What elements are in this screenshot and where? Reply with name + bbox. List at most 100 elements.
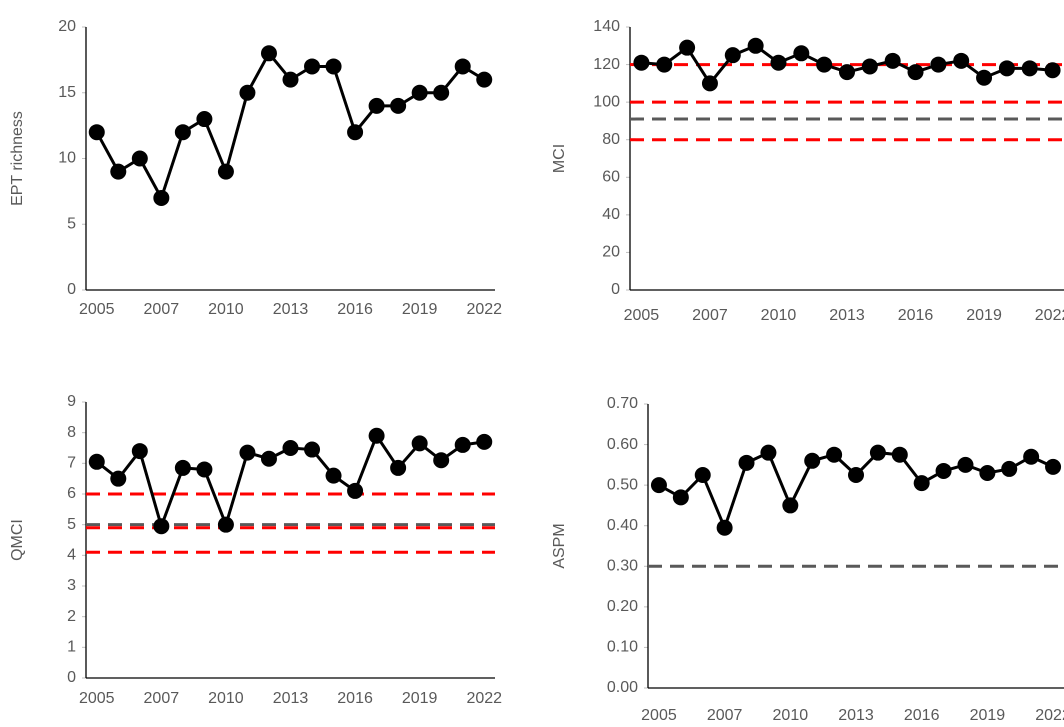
data-point xyxy=(476,433,493,450)
x-tick-label: 2005 xyxy=(79,690,115,707)
data-point xyxy=(174,124,191,141)
y-tick-label: 40 xyxy=(602,206,620,223)
x-tick-label: 2005 xyxy=(79,301,115,318)
data-point xyxy=(1045,458,1062,475)
data-point xyxy=(1023,448,1040,465)
data-point xyxy=(848,467,864,483)
x-tick-label: 2016 xyxy=(904,707,940,724)
x-tick-label: 2013 xyxy=(838,707,874,724)
x-tick-label: 2022 xyxy=(1035,707,1064,724)
x-tick-label: 2010 xyxy=(208,301,244,318)
y-tick-label: 0.20 xyxy=(607,598,638,615)
y-tick-label: 0.70 xyxy=(607,395,638,412)
data-point xyxy=(770,54,787,71)
y-tick-label: 5 xyxy=(67,215,76,232)
data-point xyxy=(110,163,127,180)
y-tick-label: 0.50 xyxy=(607,476,638,493)
y-tick-label: 0 xyxy=(67,669,76,686)
x-tick-label: 2010 xyxy=(761,307,797,324)
data-point xyxy=(1044,62,1061,79)
data-point xyxy=(747,37,764,54)
data-point xyxy=(476,71,493,88)
data-point xyxy=(976,69,993,86)
x-tick-label: 2010 xyxy=(208,690,244,707)
data-point xyxy=(217,163,234,180)
y-tick-label: 0.40 xyxy=(607,517,638,534)
y-axis-label: QMCI xyxy=(9,519,26,561)
x-tick-label: 2019 xyxy=(402,690,438,707)
y-tick-label: 10 xyxy=(58,150,76,167)
x-tick-label: 2010 xyxy=(773,707,809,724)
y-tick-label: 8 xyxy=(67,424,76,441)
data-point xyxy=(174,459,191,476)
data-point xyxy=(816,56,833,73)
y-axis-label: EPT richness xyxy=(9,111,26,206)
x-tick-label: 2007 xyxy=(144,301,180,318)
y-tick-label: 6 xyxy=(67,485,76,502)
series-line xyxy=(658,450,1054,533)
x-tick-label: 2013 xyxy=(273,690,309,707)
data-point xyxy=(957,456,974,473)
y-tick-label: 60 xyxy=(602,169,620,186)
data-point xyxy=(884,52,901,69)
y-tick-label: 15 xyxy=(58,84,76,101)
y-tick-label: 5 xyxy=(67,516,76,533)
data-point xyxy=(760,444,777,461)
x-tick-label: 2005 xyxy=(641,707,677,724)
x-tick-label: 2005 xyxy=(624,307,660,324)
x-tick-label: 2016 xyxy=(898,307,934,324)
data-point xyxy=(913,475,930,492)
data-point xyxy=(260,450,277,467)
data-point xyxy=(701,75,718,92)
data-point xyxy=(411,84,428,101)
y-tick-label: 100 xyxy=(593,93,620,110)
data-point xyxy=(260,45,277,62)
data-point xyxy=(368,427,385,444)
y-tick-label: 1 xyxy=(67,639,76,656)
data-point xyxy=(869,444,886,461)
y-tick-label: 9 xyxy=(67,393,76,410)
x-tick-label: 2007 xyxy=(692,307,728,324)
data-point xyxy=(935,462,952,479)
y-tick-label: 4 xyxy=(67,547,76,564)
data-point xyxy=(998,60,1015,77)
data-point xyxy=(672,489,689,506)
data-point xyxy=(907,64,924,81)
data-point xyxy=(347,124,364,141)
data-point xyxy=(390,459,407,476)
y-tick-label: 120 xyxy=(593,56,620,73)
data-point xyxy=(88,453,105,470)
y-tick-label: 2 xyxy=(67,608,76,625)
data-point xyxy=(953,52,970,69)
data-point xyxy=(325,58,342,75)
data-point xyxy=(325,467,342,484)
data-point xyxy=(282,440,299,456)
y-tick-label: 20 xyxy=(58,18,76,35)
y-tick-label: 0.30 xyxy=(607,558,638,575)
y-tick-label: 0.10 xyxy=(607,639,638,656)
data-point xyxy=(694,467,711,483)
data-point xyxy=(304,58,321,75)
x-tick-label: 2007 xyxy=(144,690,180,707)
data-point xyxy=(930,56,947,73)
data-point xyxy=(411,435,428,452)
data-point xyxy=(861,58,878,75)
y-tick-label: 7 xyxy=(67,455,76,472)
y-tick-label: 140 xyxy=(593,18,620,35)
data-point xyxy=(131,150,148,167)
data-point xyxy=(239,444,256,461)
data-point xyxy=(839,64,855,81)
data-point xyxy=(1001,460,1018,477)
data-point xyxy=(131,443,148,460)
data-point xyxy=(738,454,755,471)
x-tick-label: 2022 xyxy=(1035,307,1064,324)
x-tick-label: 2013 xyxy=(273,301,309,318)
data-point xyxy=(239,84,256,101)
y-axis-label: MCI xyxy=(551,144,568,173)
data-point xyxy=(433,84,450,101)
x-tick-label: 2022 xyxy=(466,690,502,707)
data-point xyxy=(153,189,170,206)
data-point xyxy=(368,97,385,114)
y-tick-label: 3 xyxy=(67,577,76,594)
data-point xyxy=(88,124,105,141)
